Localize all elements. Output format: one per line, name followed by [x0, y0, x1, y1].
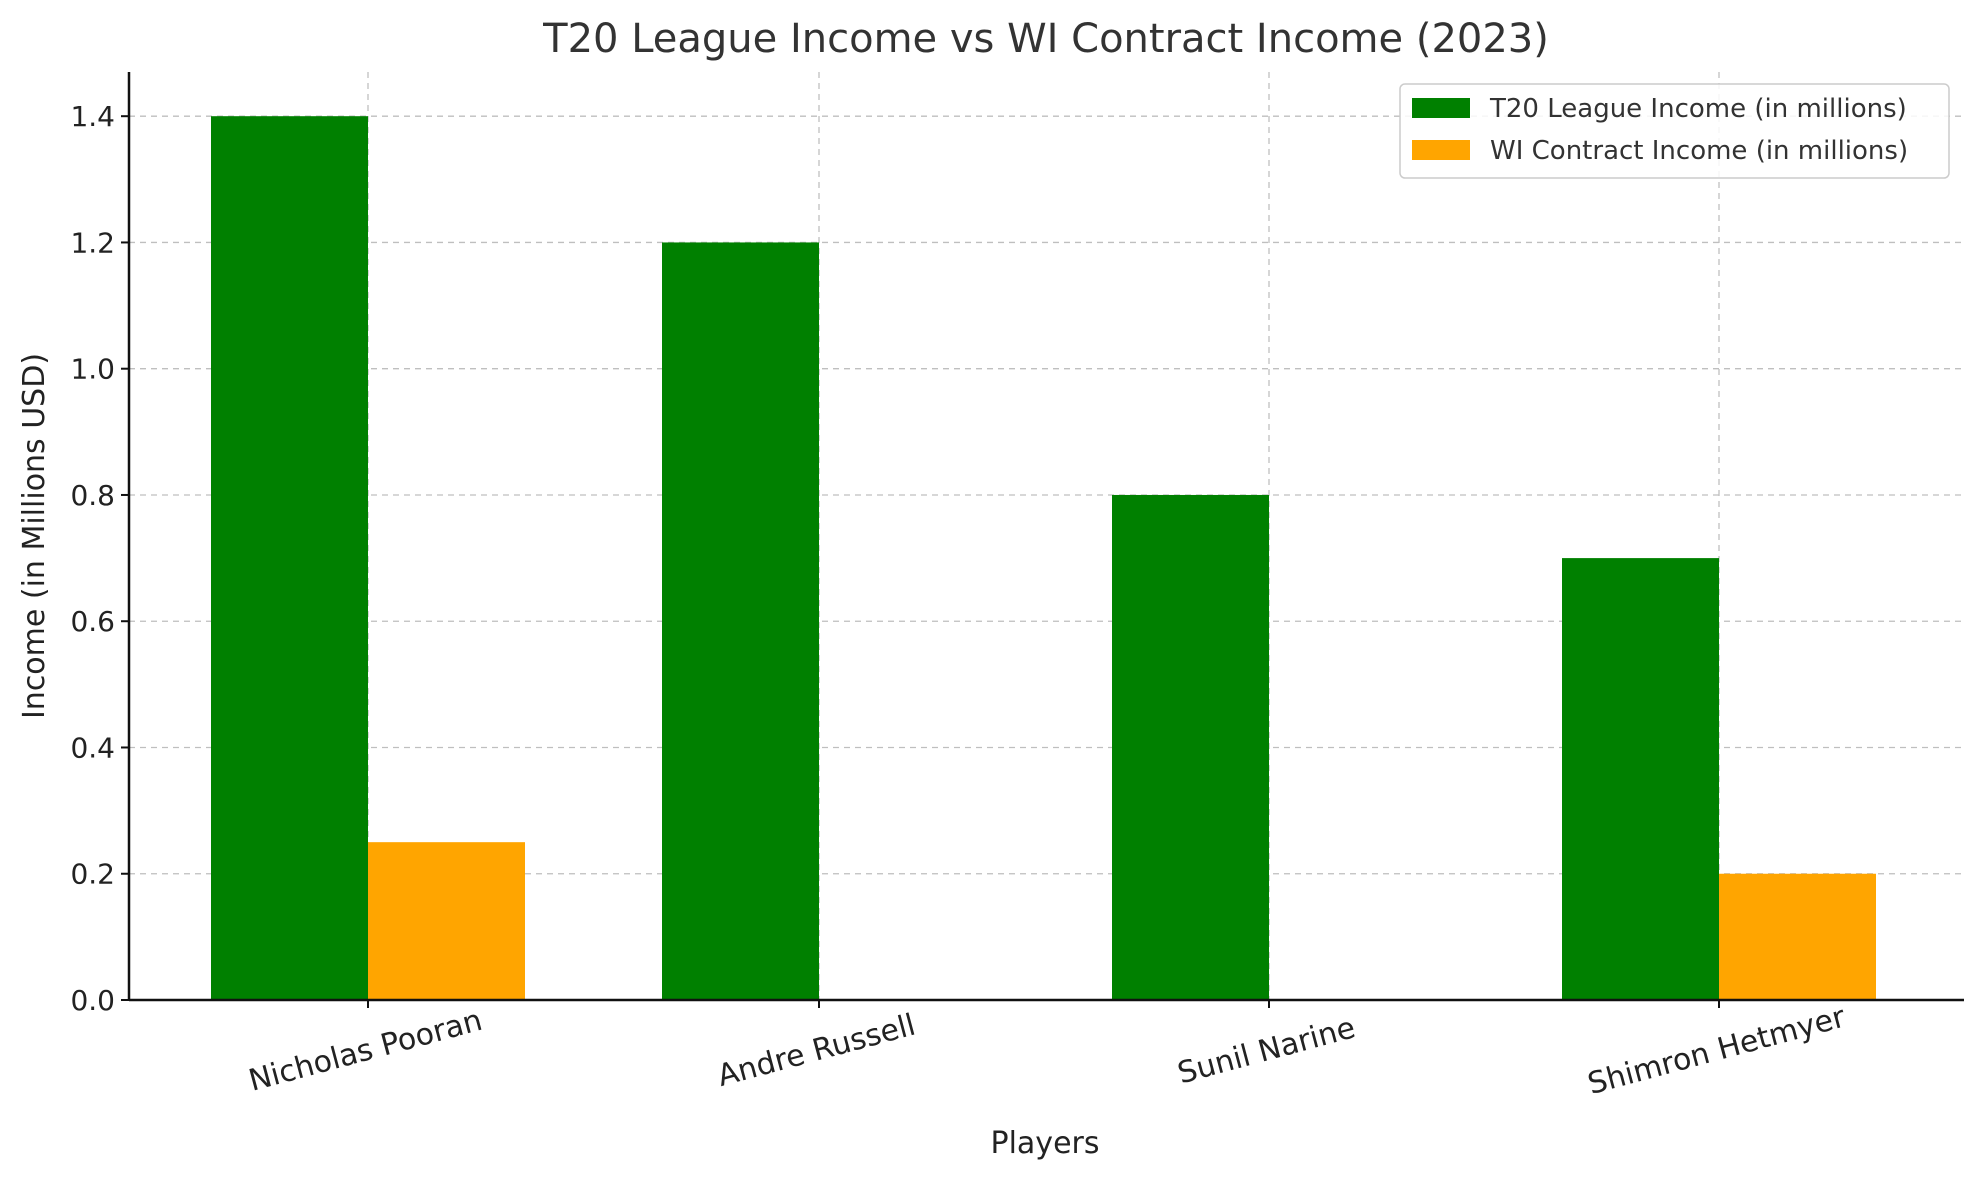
legend-box — [1399, 83, 1950, 179]
y-ticks: 0.0 0.2 0.4 0.6 0.8 1.0 1.2 1.4 — [70, 100, 129, 1017]
y-tick-label: 0.6 — [70, 605, 115, 638]
legend-swatch-wi — [1412, 140, 1470, 160]
y-tick-label: 0.0 — [70, 984, 115, 1017]
y-tick-label: 1.2 — [70, 226, 115, 259]
legend-label-t20: T20 League Income (in millions) — [1489, 94, 1907, 124]
axes-layer — [127, 72, 1964, 1002]
y-tick-label: 1.4 — [70, 100, 115, 133]
legend: T20 League Income (in millions) WI Contr… — [1399, 83, 1950, 179]
bar-t20-1 — [662, 242, 819, 1000]
bar-t20-0 — [211, 116, 368, 1000]
bars-layer — [211, 116, 1876, 1000]
bar-t20-2 — [1112, 494, 1269, 1000]
bar-t20-3 — [1562, 558, 1719, 1000]
y-axis-label: Income (in Millions USD) — [17, 353, 52, 719]
y-tick-label: 0.4 — [70, 731, 115, 764]
y-tick-label: 0.8 — [70, 479, 115, 512]
bar-wi-0 — [368, 842, 525, 1000]
y-tick-label: 0.2 — [70, 858, 115, 891]
y-tick-label: 1.0 — [70, 353, 115, 386]
chart-title: T20 League Income vs WI Contract Income … — [542, 16, 1549, 62]
bar-wi-3 — [1719, 873, 1876, 1000]
x-axis-label: Players — [991, 1126, 1100, 1161]
legend-label-wi: WI Contract Income (in millions) — [1490, 136, 1908, 166]
legend-swatch-t20 — [1412, 98, 1470, 118]
